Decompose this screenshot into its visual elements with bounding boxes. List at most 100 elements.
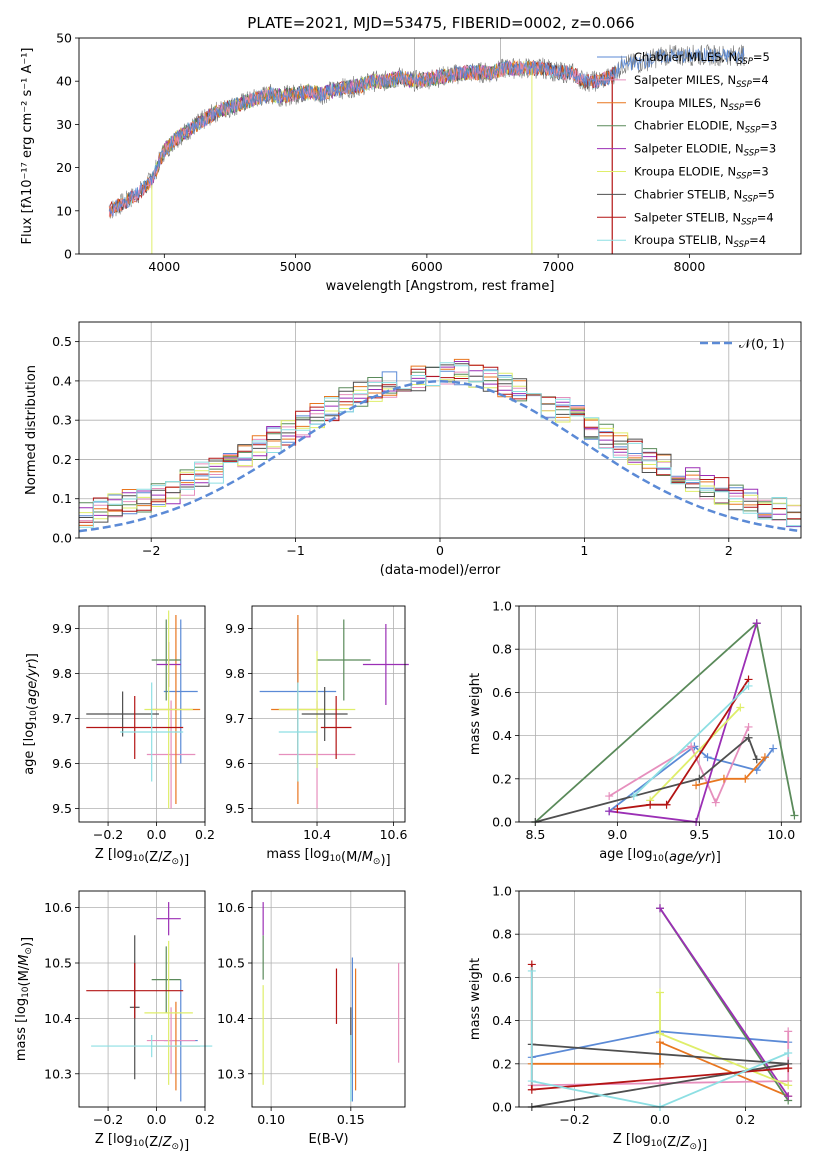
x-tick-label: 9.5 [689,827,709,842]
legend-text: Chabrier MILES, N [634,50,737,64]
label-part: Z [162,1135,173,1150]
y-tick-label: 0.2 [492,1056,512,1071]
label-part: 10 [651,1139,663,1149]
weight-marker [527,1085,536,1094]
axes-frame [251,605,406,823]
ticks: −0.2 0.0 0.2 9.5 9.6 9.7 9.8 9.9 [52,621,215,842]
legend-entry: Kroupa MILES, NSSP=6 [634,96,761,113]
y-tick-label: 10.6 [217,900,245,915]
residual-histogram-panel: −2 −1 0 1 2 0.0 0.1 0.2 0.3 0.4 0.5 (data-model)/er… [24,321,802,578]
x-tick-label: −2 [142,543,160,558]
label-part: ( [25,705,40,710]
x-axis-label: mass [log10(M/M⊙)] [266,847,390,868]
y-tick-label: 10.5 [217,956,245,971]
label-part: Z [ [95,847,113,862]
weight-marker [744,681,753,690]
age-vs-mass-panel: 10.4 10.6 9.5 9.6 9.7 9.8 9.9 mass [log10(M/M⊙)… [225,605,409,868]
ticks: 10.4 10.6 9.5 9.6 9.7 9.8 9.9 [225,621,407,842]
model-spectrum-line [108,47,745,218]
y-tick-label: 30 [56,117,72,132]
label-part: )] [179,853,189,868]
legend-entry: Salpeter ELODIE, NSSP=3 [634,142,776,159]
weight-marker [769,744,778,753]
weight-line [530,970,789,1108]
grid [252,891,405,1107]
x-tick-label: 2 [725,543,733,558]
figure-title: PLATE=2021, MJD=53475, FIBERID=0002, z=0… [247,14,634,32]
x-tick-label: −0.2 [93,827,123,842]
y-tick-label: 0.6 [492,970,512,985]
y-tick-label: 10.5 [44,956,72,971]
x-tick-label: 8.5 [525,827,545,842]
weight-line [695,756,766,787]
label-part: Flux [ [20,208,35,244]
label-part: mass weight [468,958,483,1040]
y-tick-label: 9.7 [52,711,72,726]
ticks: −0.2 0.0 0.2 10.3 10.4 10.5 10.6 [44,900,215,1127]
x-tick-label: 0.10 [257,1112,285,1127]
weight-line [609,623,758,823]
label-part: fλ [20,196,35,209]
legend-text: Chabrier STELIB, N [634,187,742,201]
label-part: mass [ [266,847,309,862]
axes-frame [78,321,802,539]
label-part: Z [162,850,173,865]
legend-text: Kroupa MILES, N [634,96,729,110]
weight-marker [703,753,712,762]
weight-marker [527,1077,536,1086]
axes-frame [78,605,206,823]
legend-subscript: SSP [736,80,752,90]
y-tick-label: 50 [56,31,72,46]
legend-subscript: SSP [737,57,753,67]
y-tick-label: 10.3 [217,1066,245,1081]
label-part: )] [25,653,40,663]
weight-marker [687,742,696,751]
label-part: )] [20,937,35,947]
weight-marker [605,807,614,816]
legend-suffix: =4 [752,73,769,87]
weight-marker [784,1081,793,1090]
weight-line [535,736,758,823]
x-axis-label: Z [log10(Z/Z⊙)] [613,1132,707,1153]
x-tick-label: 0.2 [195,1112,215,1127]
legend-subscript: SSP [744,149,760,159]
x-tick-label: 0.0 [147,1112,167,1127]
weight-line [659,907,789,1097]
label-part: 10 [29,710,39,722]
legend-subscript: SSP [729,103,745,113]
legend-subscript: SSP [742,194,758,204]
error-bars [259,615,409,809]
weight-marker [744,722,753,731]
legend-suffix: =6 [744,96,761,110]
weight-marker [656,1038,664,1047]
y-tick-label: 0.0 [52,531,72,546]
legend-entry: Chabrier ELODIE, NSSP=3 [634,119,777,136]
y-axis-label: Flux [fλ10⁻¹⁷ erg cm⁻² s⁻¹ A⁻¹] [20,47,35,244]
y-tick-label: 9.7 [225,711,245,726]
legend-entry: Chabrier MILES, NSSP=5 [634,50,770,67]
weight-marker [760,753,769,762]
axes-frame [78,890,206,1108]
error-bars [262,902,400,1102]
y-tick-label: 1.0 [492,599,512,614]
axes-frame [78,37,802,255]
x-axis-label: age [log10(age/yr)] [599,847,721,865]
y-tick-label: 0.3 [52,413,72,428]
axes-frame [518,890,802,1108]
y-tick-label: 0.4 [492,728,512,743]
legend-entry: Salpeter STELIB, NSSP=4 [634,210,774,227]
ticks: 8.5 9.0 9.5 10.0 0.0 0.2 0.4 0.6 0.8 1.0 [492,599,795,843]
legend-suffix: =3 [760,119,777,133]
label-part: )] [179,1138,189,1153]
x-tick-label: 10.0 [767,827,795,842]
weight-marker [784,1092,793,1101]
weight-marker [719,774,728,783]
legend-suffix: =3 [752,165,769,179]
axes-frame [251,890,406,1108]
legend-suffix: =4 [757,210,774,224]
label-part: ⊙ [171,1142,179,1152]
y-tick-label: 1.0 [492,884,512,899]
label-part: (Z/ [144,1135,163,1150]
y-tick-label: 0.8 [492,927,512,942]
